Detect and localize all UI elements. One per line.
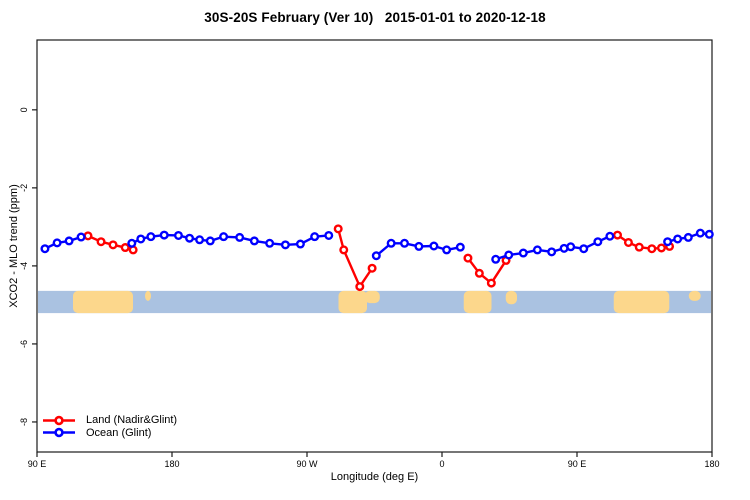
ocean-series-point — [455, 242, 465, 252]
ocean-series-point — [235, 232, 245, 242]
ocean-series-point — [695, 228, 705, 238]
land-series-point — [367, 263, 377, 273]
legend-item-ocean: Ocean (Glint) — [40, 427, 177, 440]
map-band-land-south-america-east — [364, 290, 380, 304]
land-series-point — [355, 282, 365, 292]
ocean-series-line — [43, 235, 83, 250]
map-band-land-australia — [73, 290, 133, 314]
map-band-land-south-america — [338, 290, 367, 314]
ocean-series-line — [130, 233, 330, 247]
ocean-series-point — [159, 230, 169, 240]
map-band-land-madagascar — [505, 290, 517, 305]
ocean-series-point — [386, 238, 396, 248]
ocean-series-line — [494, 235, 612, 261]
legend-label-ocean: Ocean (Glint) — [86, 426, 152, 439]
x-tick-label: 90 W — [296, 459, 318, 469]
ocean-series-point — [579, 244, 589, 254]
ocean-series-point — [593, 237, 603, 247]
legend-item-land: Land (Nadir&Glint) — [40, 414, 177, 427]
land-series-point — [120, 243, 130, 253]
ocean-series-point — [683, 232, 693, 242]
ocean-series-point — [249, 236, 259, 246]
land-series-line — [466, 256, 508, 285]
ocean-series-point — [663, 237, 673, 247]
land-series-point — [474, 268, 484, 278]
ocean-series-point — [547, 247, 557, 257]
land-series-point — [339, 245, 349, 255]
legend-land-marker-icon — [43, 415, 75, 425]
ocean-series-point — [76, 232, 86, 242]
ocean-series-point — [52, 238, 62, 248]
x-tick-label: 180 — [704, 459, 719, 469]
ocean-series-point — [518, 248, 528, 258]
ocean-series-point — [442, 245, 452, 255]
land-series-point — [656, 243, 666, 253]
ocean-series-point — [185, 233, 195, 243]
land-series-point — [613, 230, 623, 240]
land-series-point — [486, 278, 496, 288]
ocean-series-point — [127, 238, 137, 248]
chart-title: 30S-20S February (Ver 10) 2015-01-01 to … — [204, 10, 546, 25]
ocean-series-point — [566, 242, 576, 252]
y-tick-label: -4 — [19, 262, 29, 270]
ocean-series-point — [324, 230, 334, 240]
x-tick-label: 0 — [439, 459, 444, 469]
ocean-series-point — [491, 254, 501, 264]
ocean-series-point — [429, 241, 439, 251]
x-axis-label: Longitude (deg E) — [330, 471, 419, 483]
legend-label-land: Land (Nadir&Glint) — [86, 414, 178, 427]
y-tick-label: -6 — [19, 340, 29, 348]
ocean-series-point — [605, 231, 615, 241]
ocean-series-point — [64, 236, 74, 246]
land-series-point — [634, 242, 644, 252]
land-series-point — [108, 240, 118, 250]
ocean-series-point — [414, 241, 424, 251]
ocean-series-point — [136, 234, 146, 244]
map-band-land-new-caledonia — [688, 290, 701, 301]
ocean-series-point — [219, 232, 229, 242]
x-tick-label: 180 — [164, 459, 179, 469]
land-series-point — [463, 253, 473, 263]
y-tick-label: -8 — [19, 418, 29, 426]
land-series-line — [337, 227, 374, 288]
ocean-series-point — [173, 230, 183, 240]
map-band-land-africa — [463, 290, 492, 314]
ocean-series-point — [40, 244, 50, 254]
y-tick-label: 0 — [19, 107, 29, 112]
x-tick-label: 90 E — [568, 459, 587, 469]
ocean-series-point — [265, 238, 275, 248]
land-series-point — [333, 224, 343, 234]
ocean-series-point — [400, 238, 410, 248]
ocean-series-point — [295, 239, 305, 249]
ocean-series-point — [673, 234, 683, 244]
ocean-series-point — [205, 236, 215, 246]
x-tick-label: 90 E — [28, 459, 47, 469]
ocean-series-point — [532, 245, 542, 255]
plot-frame — [36, 39, 713, 453]
ocean-series-point — [280, 240, 290, 250]
map-band-land-new-caledonia — [145, 290, 151, 301]
land-series-point — [96, 237, 106, 247]
ocean-series-point — [504, 250, 514, 260]
ocean-series-point — [704, 229, 714, 239]
land-series-point — [647, 244, 657, 254]
y-tick-label: -2 — [19, 184, 29, 192]
legend-ocean-marker-icon — [43, 428, 75, 438]
ocean-series-point — [195, 235, 205, 245]
map-band-land-australia — [613, 290, 670, 314]
ocean-series-point — [310, 232, 320, 242]
ocean-series-point — [371, 251, 381, 261]
legend: Land (Nadir&Glint) Ocean (Glint) — [40, 414, 177, 439]
land-series-point — [83, 231, 93, 241]
land-series-point — [623, 237, 633, 247]
ocean-series-point — [146, 232, 156, 242]
